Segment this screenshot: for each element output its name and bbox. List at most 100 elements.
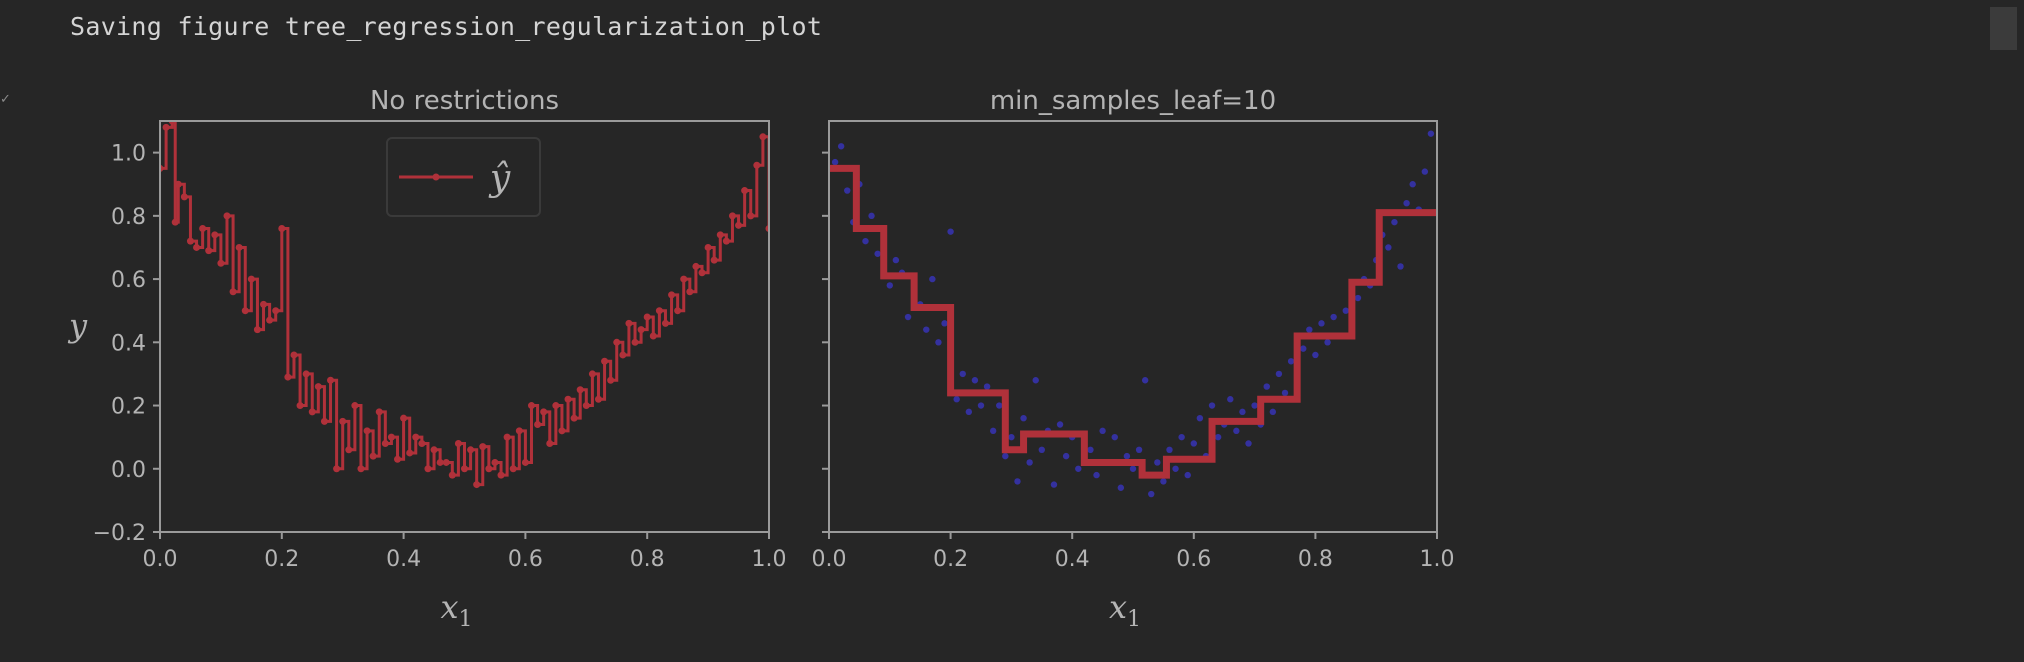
x-tick-label: 0.2 — [933, 547, 968, 572]
data-point — [1421, 168, 1429, 175]
prediction-marker — [314, 383, 322, 391]
data-point — [862, 237, 869, 245]
data-point — [1014, 478, 1021, 485]
prediction-marker — [759, 133, 767, 141]
prediction-marker — [448, 471, 456, 479]
x-tick-label: 0.6 — [1176, 547, 1211, 572]
data-point — [1312, 351, 1319, 359]
prediction-marker — [418, 439, 426, 447]
prediction-marker — [649, 332, 657, 340]
data-point — [1281, 389, 1289, 397]
data-point — [1148, 490, 1155, 498]
data-point — [1111, 433, 1118, 441]
prediction-marker — [540, 408, 548, 416]
prediction-marker — [253, 326, 261, 334]
prediction-marker — [491, 458, 499, 466]
prediction-marker — [637, 326, 645, 334]
data-point — [1184, 471, 1191, 479]
data-point — [1208, 402, 1216, 409]
prediction-marker — [570, 414, 578, 422]
data-point — [941, 320, 948, 327]
x-tick-label: 0.4 — [1055, 547, 1090, 572]
x-axis-label: x1 — [1109, 588, 1141, 632]
data-point — [1385, 244, 1392, 251]
data-point — [989, 427, 997, 435]
prediction-marker — [308, 408, 316, 416]
data-point — [1087, 446, 1094, 453]
prediction-marker — [655, 307, 663, 315]
prediction-marker — [381, 439, 389, 447]
prediction-marker — [424, 465, 432, 473]
prediction-marker — [692, 262, 700, 270]
data-point — [935, 339, 942, 346]
data-point — [1056, 421, 1064, 428]
prediction-step-line — [829, 164, 1437, 479]
data-point — [1135, 446, 1143, 453]
data-point — [929, 275, 936, 283]
data-point — [1427, 130, 1435, 137]
data-point — [1403, 200, 1410, 207]
data-point — [1129, 465, 1137, 472]
prediction-marker — [680, 275, 688, 283]
prediction-marker — [351, 402, 359, 410]
prediction-marker — [284, 373, 292, 381]
prediction-marker — [186, 237, 194, 245]
axes-frame — [159, 120, 770, 533]
prediction-marker — [247, 275, 255, 283]
data-point — [892, 256, 900, 264]
prediction-marker — [619, 351, 627, 359]
data-point — [1251, 402, 1258, 409]
y-tick-label: 0.0 — [111, 458, 146, 483]
prediction-marker — [594, 395, 602, 403]
prediction-marker — [704, 243, 712, 251]
prediction-marker — [509, 465, 517, 473]
data-point — [1397, 263, 1404, 270]
prediction-marker — [223, 212, 231, 220]
prediction-marker — [661, 319, 669, 327]
prediction-marker — [467, 446, 475, 454]
cell-marker-icon: ✓ — [0, 92, 11, 107]
data-point — [1117, 484, 1125, 491]
prediction-marker — [400, 414, 408, 422]
data-point — [1245, 440, 1252, 447]
panel-min-samples-leaf: min_samples_leaf=10 0.0 0.2 0.4 0.6 0.8 1.0 x1 — [812, 86, 1455, 632]
data-point — [1026, 459, 1033, 466]
data-point — [1141, 377, 1149, 384]
prediction-marker — [716, 231, 724, 239]
prediction-marker — [442, 458, 450, 466]
x-tick-label: 0.2 — [264, 547, 299, 572]
data-point — [1330, 313, 1337, 321]
data-point — [1318, 320, 1325, 327]
prediction-marker — [363, 427, 371, 435]
data-point — [1354, 294, 1362, 302]
data-point — [1287, 358, 1295, 365]
data-point — [1062, 452, 1070, 460]
data-point — [1075, 465, 1082, 472]
prediction-marker — [722, 237, 730, 245]
prediction-marker — [369, 452, 377, 460]
x-tick-label: 0.0 — [812, 547, 847, 572]
data-point — [837, 143, 845, 150]
prediction-marker — [674, 307, 682, 315]
prediction-marker — [406, 449, 414, 457]
prediction-marker — [728, 212, 736, 220]
chart-title: min_samples_leaf=10 — [990, 86, 1276, 116]
prediction-marker — [643, 313, 651, 321]
prediction-marker — [302, 370, 310, 378]
data-point — [1160, 478, 1167, 485]
prediction-marker — [625, 319, 633, 327]
prediction-marker — [217, 259, 225, 267]
scrollbar-thumb[interactable] — [1990, 7, 2017, 50]
prediction-marker — [430, 446, 438, 454]
prediction-marker — [521, 458, 529, 466]
data-point — [1227, 396, 1234, 403]
data-point — [1178, 433, 1185, 441]
data-point — [1172, 465, 1179, 472]
prediction-marker — [747, 212, 755, 220]
data-point — [1269, 408, 1277, 416]
prediction-marker — [266, 316, 274, 324]
y-tick-label: 0.6 — [111, 268, 146, 293]
prediction-marker — [387, 433, 395, 441]
